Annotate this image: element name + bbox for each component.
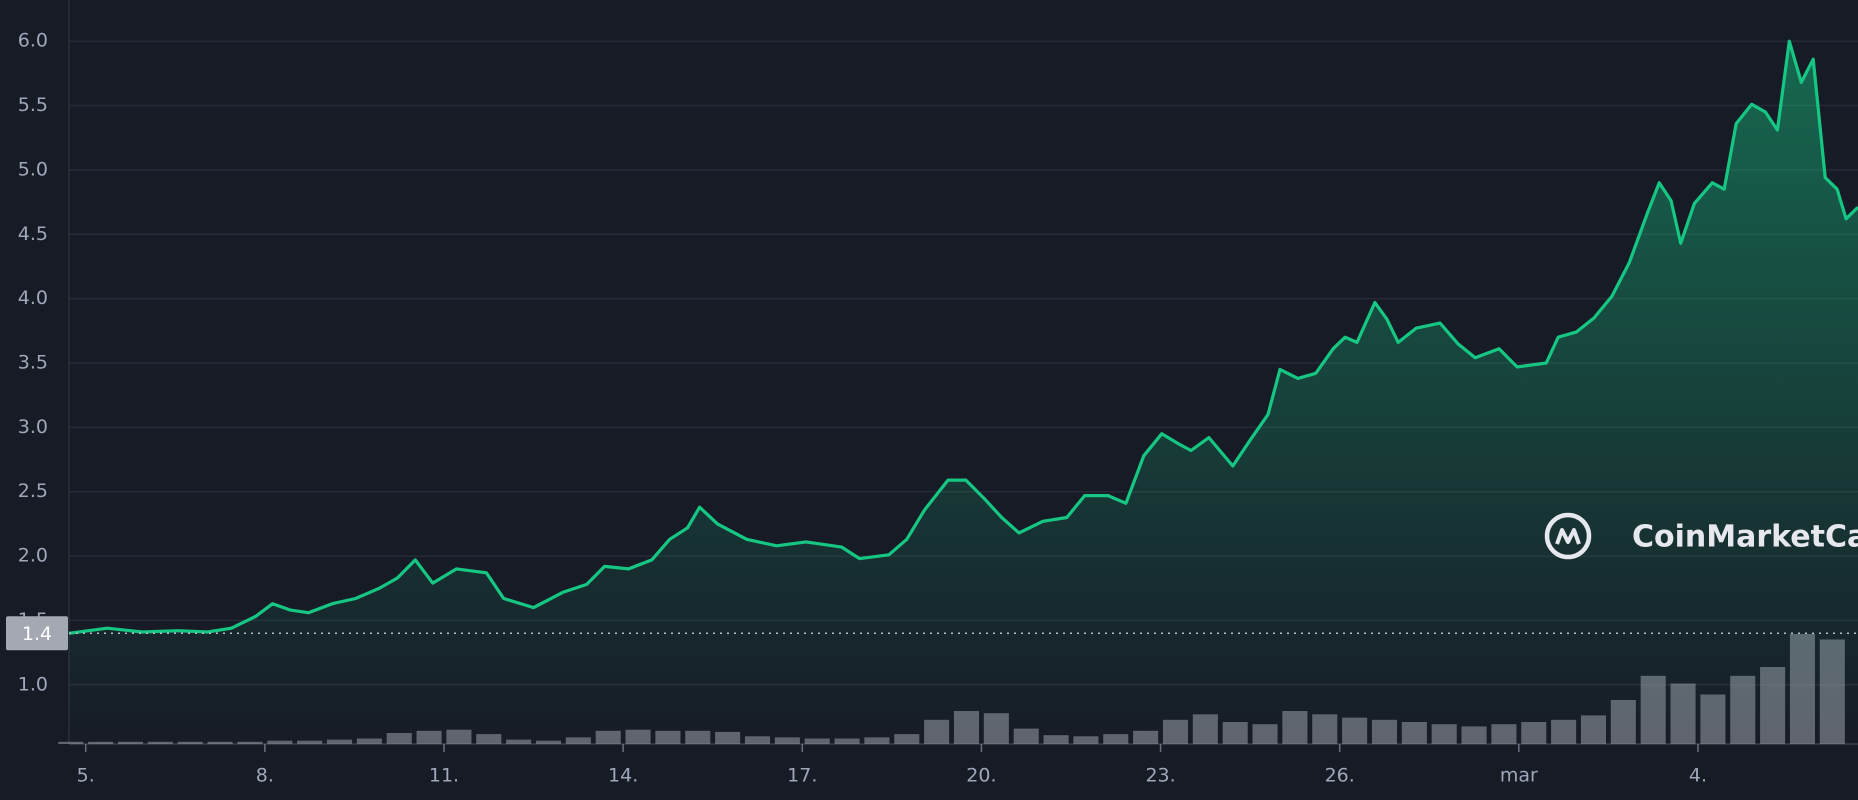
y-tick-label: 4.0 — [18, 287, 48, 309]
labels: 1.01.52.02.53.03.54.04.55.05.56.05.8.11.… — [6, 30, 1858, 787]
price-area-layer — [69, 41, 1858, 744]
y-tick-label: 2.5 — [18, 480, 48, 502]
price-area — [69, 41, 1858, 744]
reference-label: 1.4 — [22, 623, 52, 645]
watermark-text: CoinMarketCap — [1632, 520, 1858, 555]
y-tick-label: 4.5 — [18, 223, 48, 245]
y-tick-label: 3.0 — [18, 416, 48, 438]
watermark-logo — [1544, 512, 1592, 560]
y-tick-label: 5.0 — [18, 158, 48, 180]
watermark: CoinMarketCap — [1544, 512, 1858, 560]
x-tick-label: 20. — [966, 765, 996, 787]
x-tick-label: 11. — [429, 765, 459, 787]
x-tick-label: mar — [1500, 765, 1538, 787]
x-tick-label: 23. — [1145, 765, 1175, 787]
x-tick-label: 14. — [608, 765, 638, 787]
reference-badge — [6, 616, 68, 651]
price-line — [68, 39, 1858, 635]
x-tick-label: 8. — [256, 765, 274, 787]
x-tick-label: 4. — [1689, 765, 1707, 787]
x-tick-label: 5. — [77, 765, 95, 787]
price-line-layer — [68, 39, 1858, 635]
y-tick-label: 1.0 — [18, 673, 48, 695]
watermark-logo-mark — [1555, 528, 1581, 545]
x-tick-label: 17. — [787, 765, 817, 787]
x-tick-label: 26. — [1325, 765, 1355, 787]
y-tick-label: 5.5 — [18, 94, 48, 116]
y-tick-label: 2.0 — [18, 545, 48, 567]
y-tick-label: 6.0 — [18, 30, 48, 52]
y-tick-label: 3.5 — [18, 351, 48, 373]
